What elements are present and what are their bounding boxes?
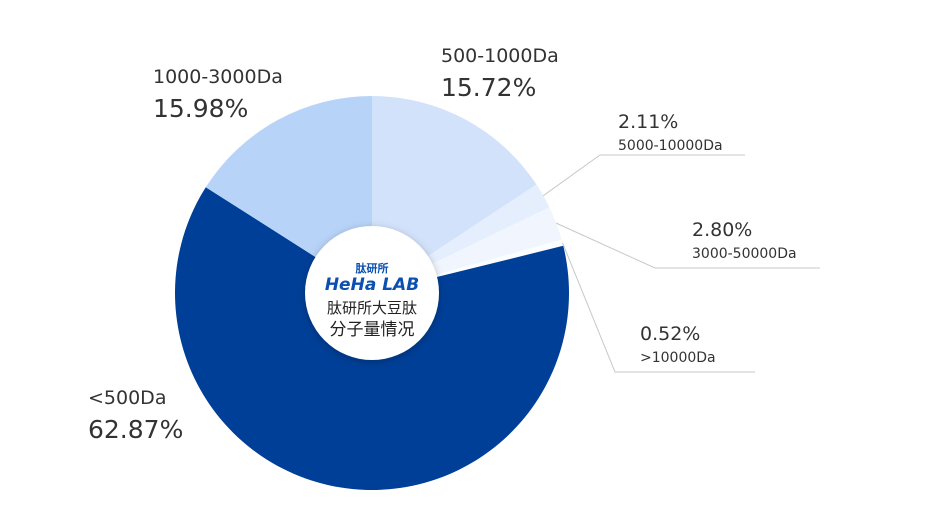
value-label: 15.72%	[441, 73, 536, 102]
value-label: 0.52%	[640, 323, 700, 345]
value-label: 2.80%	[692, 219, 752, 241]
leader-line	[542, 154, 745, 197]
slice-name: 3000-50000Da	[692, 246, 797, 262]
slice-name: 5000-10000Da	[618, 138, 723, 154]
logo: HeHa LAB	[325, 275, 419, 295]
center-circle	[305, 226, 439, 360]
leader-line	[555, 222, 820, 269]
slice-name: <500Da	[88, 387, 166, 409]
value-label: 62.87%	[88, 415, 183, 444]
leader-line	[562, 242, 755, 373]
center-line: 肽研所大豆肽	[327, 299, 417, 317]
value-label: 2.11%	[618, 111, 678, 133]
logo-small: 肽研所	[356, 261, 389, 275]
center-line: 分子量情况	[330, 320, 415, 340]
slice-name: 1000-3000Da	[153, 66, 283, 88]
value-label: 15.98%	[153, 94, 248, 123]
slice-name: >10000Da	[640, 350, 716, 366]
slice-name: 500-1000Da	[441, 45, 559, 67]
